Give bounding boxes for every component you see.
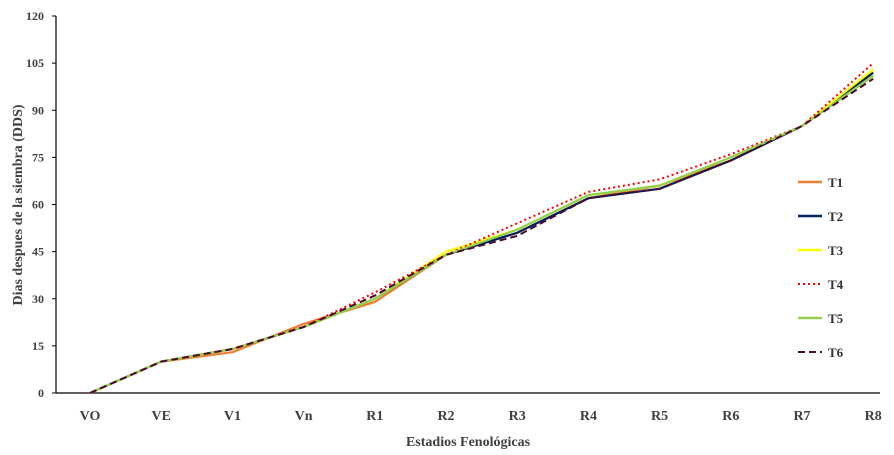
series-line-t2 <box>89 71 874 395</box>
y-tick-label: 105 <box>26 56 44 70</box>
x-axis-title: Estadios Fenológicas <box>406 435 531 450</box>
x-tick-label: R1 <box>366 409 383 424</box>
series-line-t5 <box>89 74 874 395</box>
legend: T1 T2 T3 T4 T5 T6 <box>798 175 844 360</box>
series-line-t4 <box>89 62 874 394</box>
y-tick-label: 60 <box>32 198 44 212</box>
series-lines <box>89 62 874 395</box>
x-tick-label: VO <box>80 409 101 424</box>
y-tick-label: 30 <box>32 292 44 306</box>
x-tick-label: R7 <box>793 409 810 424</box>
y-tick-label: 45 <box>32 245 44 259</box>
y-tick-labels: 0 15 30 45 60 75 90 105 120 <box>26 9 56 400</box>
y-tick-label: 75 <box>32 150 44 164</box>
x-tick-label: Vn <box>295 409 313 424</box>
series-line-t6 <box>89 77 874 394</box>
y-tick-label: 120 <box>26 9 44 23</box>
series-line-t1 <box>89 74 874 395</box>
legend-label-t3: T3 <box>828 243 844 258</box>
x-tick-label: R4 <box>580 409 597 424</box>
legend-label-t1: T1 <box>828 175 843 190</box>
series-line-t3 <box>89 68 874 395</box>
axes <box>55 16 880 394</box>
legend-label-t5: T5 <box>828 311 844 326</box>
legend-label-t2: T2 <box>828 209 843 224</box>
x-tick-label: R6 <box>722 409 739 424</box>
x-tick-label: R2 <box>437 409 454 424</box>
x-tick-label: R3 <box>509 409 526 424</box>
legend-label-t4: T4 <box>828 277 844 292</box>
x-tick-label: V1 <box>224 409 241 424</box>
y-tick-label: 15 <box>32 339 44 353</box>
x-tick-label: R8 <box>865 409 882 424</box>
y-tick-label: 0 <box>38 386 44 400</box>
x-tick-labels: VO VE V1 Vn R1 R2 R3 R4 R5 R6 R7 R8 <box>80 409 882 424</box>
y-axis-title: Dias despues de la siembra (DDS) <box>11 104 26 305</box>
x-tick-label: R5 <box>651 409 668 424</box>
y-tick-label: 90 <box>32 103 44 117</box>
legend-label-t6: T6 <box>828 345 844 360</box>
x-tick-label: VE <box>151 409 170 424</box>
